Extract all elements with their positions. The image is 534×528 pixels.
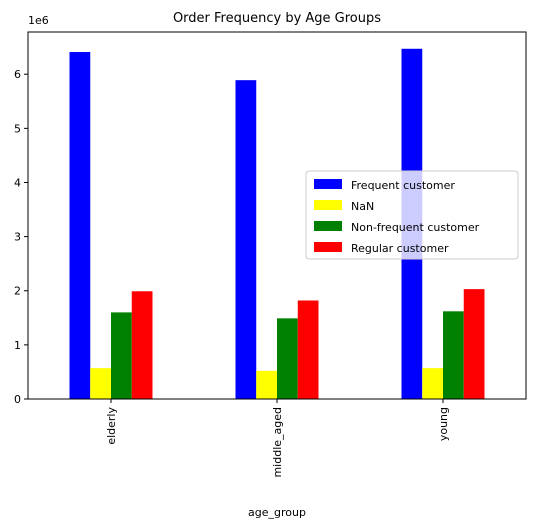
legend-swatch: [314, 200, 342, 210]
y-axis: 0 1 2 3 4 5 6: [14, 68, 28, 406]
bar-middle_aged-0: [235, 80, 257, 400]
legend: Frequent customer NaN Non-frequent custome…: [305, 170, 519, 260]
legend-label: Frequent customer: [351, 179, 455, 192]
x-tick-label: middle_aged: [271, 407, 284, 478]
legend-swatch: [314, 179, 342, 189]
bar-young-2: [443, 311, 464, 399]
legend-label: NaN: [351, 200, 374, 213]
y-tick-label: 2: [14, 285, 21, 298]
bar-middle_aged-3: [297, 300, 319, 399]
bar-elderly-2: [111, 312, 132, 399]
y-axis-scale-label: 1e6: [28, 14, 49, 27]
y-tick-label: 4: [14, 176, 21, 189]
chart-title: Order Frequency by Age Groups: [173, 11, 381, 26]
bar-middle_aged-1: [256, 370, 277, 399]
bar-elderly-3: [131, 291, 153, 399]
legend-label: Non-frequent customer: [351, 221, 480, 234]
x-axis: elderly middle_aged young: [105, 399, 450, 478]
legend-box: [305, 170, 519, 260]
bar-elderly-1: [90, 368, 111, 399]
y-tick-label: 3: [14, 231, 21, 244]
x-tick-label: young: [437, 407, 450, 441]
plot-frame: [27, 31, 527, 400]
bar-young-3: [463, 289, 485, 399]
y-tick-label: 5: [14, 122, 21, 135]
x-axis-label: age_group: [248, 506, 306, 519]
bar-elderly-0: [69, 52, 91, 400]
y-tick-label: 1: [14, 339, 21, 352]
bar-young-1: [422, 368, 443, 399]
x-tick-label: elderly: [105, 407, 118, 445]
legend-label: Regular customer: [351, 242, 449, 255]
bar-middle_aged-2: [277, 318, 298, 399]
legend-swatch: [314, 242, 342, 252]
y-tick-label: 6: [14, 68, 21, 81]
legend-swatch: [314, 221, 342, 231]
y-tick-label: 0: [14, 393, 21, 406]
